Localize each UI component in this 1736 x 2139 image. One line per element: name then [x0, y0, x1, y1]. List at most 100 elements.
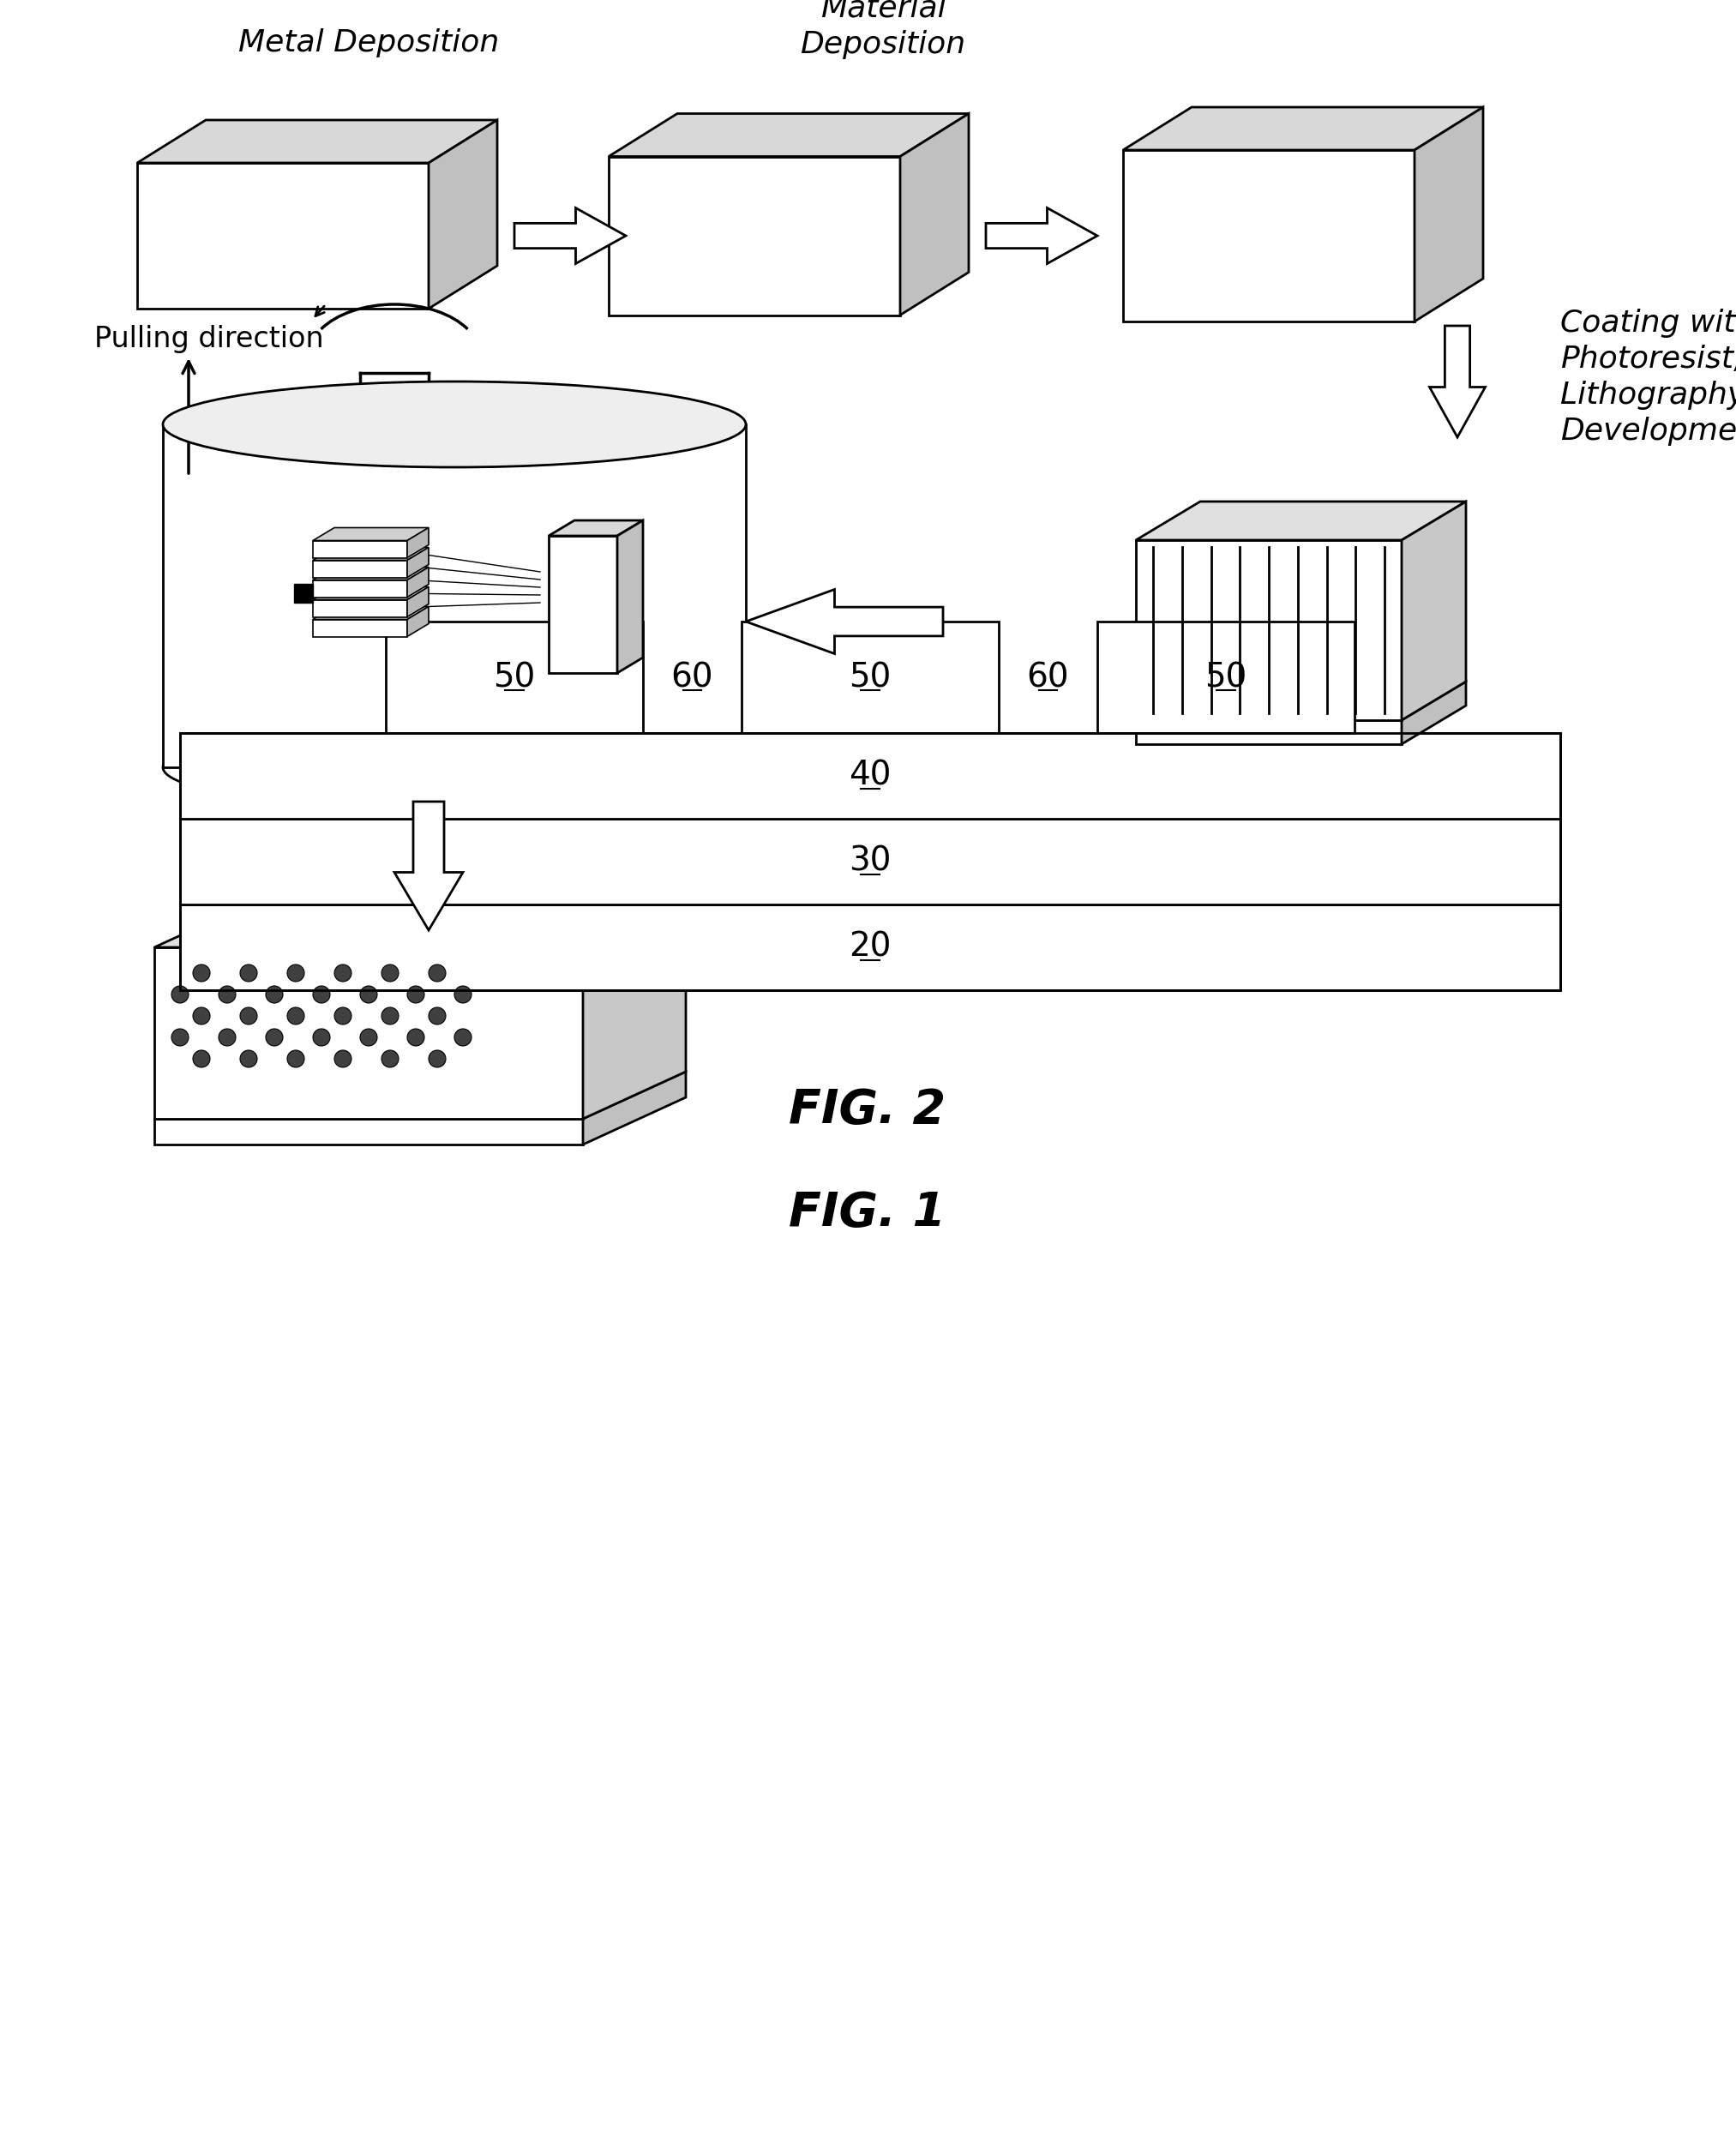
Circle shape — [240, 1050, 257, 1067]
Circle shape — [455, 986, 472, 1003]
Text: 50: 50 — [849, 661, 891, 693]
Text: 50: 50 — [493, 661, 535, 693]
Text: 10: 10 — [1371, 513, 1411, 541]
Bar — [1097, 622, 1354, 734]
Polygon shape — [1415, 107, 1483, 321]
Text: FIG. 2: FIG. 2 — [790, 1087, 946, 1134]
Circle shape — [312, 986, 330, 1003]
Circle shape — [219, 986, 236, 1003]
Polygon shape — [583, 901, 686, 1119]
Polygon shape — [155, 1119, 583, 1144]
Circle shape — [286, 965, 304, 982]
Circle shape — [429, 1050, 446, 1067]
Polygon shape — [312, 567, 429, 580]
Bar — [293, 584, 312, 603]
Circle shape — [312, 1029, 330, 1046]
Text: 20: 20 — [849, 930, 891, 965]
Circle shape — [359, 1029, 377, 1046]
Polygon shape — [312, 607, 429, 620]
Circle shape — [172, 1029, 189, 1046]
Polygon shape — [312, 620, 408, 637]
Polygon shape — [408, 548, 429, 578]
Polygon shape — [312, 528, 429, 541]
Polygon shape — [901, 113, 969, 314]
Circle shape — [335, 1007, 351, 1025]
Polygon shape — [137, 120, 496, 163]
Polygon shape — [609, 113, 969, 156]
Polygon shape — [1401, 682, 1465, 744]
Circle shape — [335, 1050, 351, 1067]
Bar — [181, 734, 1561, 819]
Circle shape — [193, 1050, 210, 1067]
Text: 30: 30 — [849, 845, 891, 877]
Polygon shape — [583, 1072, 686, 1144]
Text: Insulating
Material
Deposition: Insulating Material Deposition — [800, 0, 965, 60]
Polygon shape — [549, 537, 618, 674]
Polygon shape — [408, 607, 429, 637]
Circle shape — [193, 965, 210, 982]
Text: Assembly: Assembly — [825, 702, 976, 729]
Polygon shape — [163, 424, 746, 768]
Polygon shape — [312, 560, 408, 578]
Polygon shape — [312, 586, 429, 599]
Polygon shape — [1429, 325, 1486, 436]
Circle shape — [266, 1029, 283, 1046]
Polygon shape — [1135, 721, 1401, 744]
Text: FIG. 1: FIG. 1 — [790, 1189, 946, 1236]
Ellipse shape — [163, 381, 746, 466]
Text: Metal Deposition: Metal Deposition — [238, 28, 498, 58]
Circle shape — [193, 1007, 210, 1025]
Polygon shape — [155, 901, 686, 948]
Polygon shape — [1401, 501, 1465, 721]
Polygon shape — [312, 548, 429, 560]
Bar — [741, 622, 998, 734]
Text: Pulling direction: Pulling direction — [94, 325, 323, 353]
Circle shape — [172, 986, 189, 1003]
Text: Coating with
Photoresist,
Lithography and
Development: Coating with Photoresist, Lithography an… — [1561, 308, 1736, 445]
Polygon shape — [394, 802, 464, 930]
Bar — [385, 622, 642, 734]
Polygon shape — [312, 541, 408, 558]
Polygon shape — [1123, 150, 1415, 321]
Circle shape — [240, 1007, 257, 1025]
Circle shape — [219, 1029, 236, 1046]
Polygon shape — [408, 586, 429, 616]
Circle shape — [359, 986, 377, 1003]
Polygon shape — [155, 1072, 686, 1119]
Circle shape — [240, 965, 257, 982]
Circle shape — [429, 965, 446, 982]
Text: 60: 60 — [1026, 661, 1069, 693]
Polygon shape — [609, 156, 901, 314]
Circle shape — [455, 1029, 472, 1046]
Circle shape — [286, 1050, 304, 1067]
Polygon shape — [312, 599, 408, 616]
Circle shape — [266, 986, 283, 1003]
Polygon shape — [408, 567, 429, 597]
Circle shape — [408, 1029, 424, 1046]
Ellipse shape — [163, 725, 746, 811]
Circle shape — [429, 1007, 446, 1025]
Polygon shape — [986, 207, 1097, 263]
Polygon shape — [155, 948, 583, 1119]
Circle shape — [382, 1050, 399, 1067]
Polygon shape — [618, 520, 642, 674]
Bar — [181, 734, 1561, 990]
Polygon shape — [137, 163, 429, 308]
Text: 40: 40 — [849, 759, 891, 791]
Polygon shape — [746, 590, 943, 655]
Bar — [181, 819, 1561, 905]
Circle shape — [382, 1007, 399, 1025]
Text: 60: 60 — [672, 661, 713, 693]
Polygon shape — [408, 528, 429, 558]
Circle shape — [382, 965, 399, 982]
Polygon shape — [1123, 107, 1483, 150]
Circle shape — [286, 1007, 304, 1025]
Polygon shape — [514, 207, 625, 263]
Polygon shape — [312, 580, 408, 597]
Polygon shape — [1135, 541, 1401, 721]
Text: 50: 50 — [1205, 661, 1246, 693]
Polygon shape — [549, 520, 642, 537]
Polygon shape — [1135, 682, 1465, 721]
Polygon shape — [1135, 501, 1465, 541]
Polygon shape — [429, 120, 496, 308]
